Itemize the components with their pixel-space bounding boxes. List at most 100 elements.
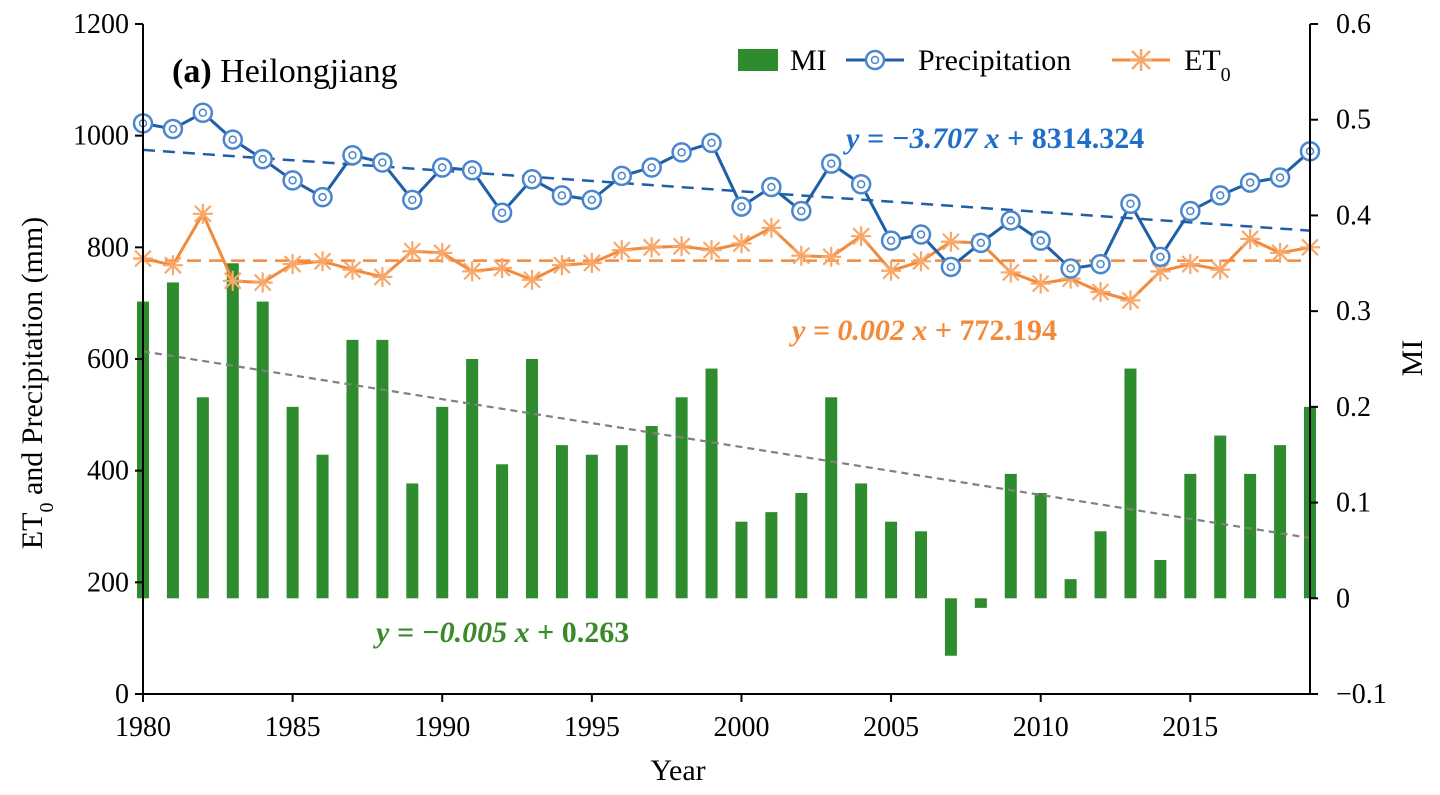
precipitation-marker-inner-2006 (916, 230, 926, 239)
et0-marker-1995 (581, 252, 602, 273)
mi-bar-1984 (256, 301, 269, 599)
eq-precip-suffix: + 8314.324 (1000, 122, 1145, 155)
precipitation-marker-inner-2002 (797, 206, 806, 216)
panel-label-gap (212, 53, 221, 90)
left-axis-title-main: ET (16, 513, 49, 550)
left-tick-label-400: 400 (87, 456, 129, 487)
eq-et0-prefix: y = 0.002 (789, 314, 912, 347)
mi-bar-2015 (1184, 473, 1197, 599)
mi-bar-1997 (645, 426, 658, 599)
left-tick-label-600: 600 (87, 344, 129, 375)
left-tick-label-1200: 1200 (73, 9, 129, 40)
precipitation-marker-inner-1992 (497, 208, 507, 217)
eq-mi: y = −0.005 x + 0.263 (373, 616, 629, 649)
et0-marker-1998 (671, 236, 692, 257)
panel-label-title: Heilongjiang (220, 53, 398, 90)
mi-bar-2004 (855, 483, 868, 599)
precipitation-trendline (142, 148, 1311, 232)
et0-marker-2013 (1120, 290, 1141, 311)
mi-bar-1989 (406, 483, 419, 599)
et0-marker-2002 (791, 245, 812, 266)
left-tick-label-200: 200 (87, 567, 129, 598)
mi-trendline (142, 350, 1311, 540)
left-axis-title: ET0 and Precipitation (mm) (16, 217, 58, 549)
et0-marker-2005 (881, 260, 902, 281)
precipitation-marker-inner-1987 (348, 150, 357, 160)
mi-bar-1991 (466, 359, 479, 599)
et0-marker-1982 (192, 203, 213, 224)
precipitation-marker-inner-1998 (677, 148, 686, 157)
precipitation-marker-inner-1985 (288, 176, 297, 185)
et0-marker-1989 (402, 241, 423, 262)
precipitation-marker-inner-2009 (1006, 216, 1016, 225)
mi-bar-1994 (555, 445, 568, 599)
mi-bar-1998 (675, 397, 688, 599)
precipitation-marker-inner-1993 (527, 174, 537, 184)
mi-bar-1996 (615, 445, 628, 599)
legend-precip-label: Precipitation (918, 44, 1071, 77)
x-tick-label-2000: 2000 (713, 712, 769, 743)
et0-marker-2017 (1240, 228, 1261, 249)
mi-bar-1982 (196, 397, 209, 599)
mi-bar-2014 (1154, 560, 1167, 599)
et0-marker-1994 (551, 255, 572, 276)
right-tick-label-5: 0.4 (1336, 200, 1371, 231)
mi-bar-2011 (1064, 579, 1077, 599)
mi-bar-2001 (765, 512, 778, 599)
et0-marker-1986 (312, 251, 333, 272)
eq-precip-var: x (984, 122, 1000, 155)
right-tick-label-0: −0.1 (1336, 679, 1387, 710)
eq-et0-suffix: + 772.194 (927, 314, 1057, 347)
legend-mi-swatch (738, 49, 778, 71)
precipitation-marker-inner-1995 (587, 195, 597, 205)
et0-marker-1985 (282, 254, 303, 275)
et0-marker-2012 (1090, 282, 1111, 302)
x-tick-label-1985: 1985 (265, 712, 321, 743)
precipitation-marker-inner-1988 (378, 158, 387, 167)
precipitation-marker-inner-2008 (976, 238, 986, 248)
mi-bar-1992 (496, 464, 509, 599)
panel-label-prefix: (a) (172, 53, 212, 90)
mi-bar-2007 (944, 598, 957, 656)
eq-mi-var: x (514, 616, 530, 649)
right-axis-title-group: MI (1396, 340, 1429, 377)
right-tick-label-3: 0.2 (1336, 392, 1371, 423)
right-axis-title: MI (1396, 340, 1429, 377)
precipitation-marker-inner-2000 (737, 202, 746, 211)
precipitation-marker-inner-1997 (647, 163, 656, 172)
eq-precip-prefix: y = −3.707 (843, 122, 985, 155)
precipitation-marker-inner-1981 (168, 124, 178, 134)
precipitation-marker-inner-2007 (946, 262, 956, 272)
data-lines (132, 102, 1321, 311)
right-tick-label-6: 0.5 (1336, 105, 1371, 136)
left-axis-title-sub: 0 (36, 503, 58, 513)
mi-bar-2005 (885, 521, 898, 599)
mi-bar-2000 (735, 521, 748, 599)
et0-marker-2018 (1270, 242, 1291, 263)
precipitation-marker-inner-2015 (1186, 206, 1195, 216)
x-tick-label-1980: 1980 (115, 712, 171, 743)
x-tick-label-1990: 1990 (414, 712, 470, 743)
precipitation-marker-inner-1990 (437, 163, 447, 172)
precipitation-marker-inner-2018 (1275, 173, 1285, 182)
mi-bar-1995 (585, 454, 598, 599)
left-tick-label-1000: 1000 (73, 121, 129, 152)
precipitation-marker-inner-1994 (557, 191, 567, 200)
precipitation-marker-inner-1982 (198, 108, 208, 118)
right-tick-label-4: 0.3 (1336, 296, 1371, 327)
mi-bar-2009 (1004, 473, 1017, 599)
eq-et0: y = 0.002 x + 772.194 (789, 314, 1057, 347)
et0-marker-2010 (1030, 273, 1051, 294)
et0-marker-1993 (522, 269, 542, 290)
eq-mi-suffix: + 0.263 (530, 616, 630, 649)
mi-bar-1985 (286, 406, 299, 599)
legend-et0-main: ET (1184, 44, 1221, 77)
trendlines (142, 148, 1311, 540)
et0-marker-1988 (372, 266, 393, 287)
right-tick-label-7: 0.6 (1336, 9, 1371, 40)
precipitation-marker-inner-2014 (1156, 252, 1165, 262)
mi-bar-2016 (1214, 435, 1227, 599)
mi-bar-1983 (226, 263, 239, 599)
mi-bar-1988 (376, 339, 389, 599)
